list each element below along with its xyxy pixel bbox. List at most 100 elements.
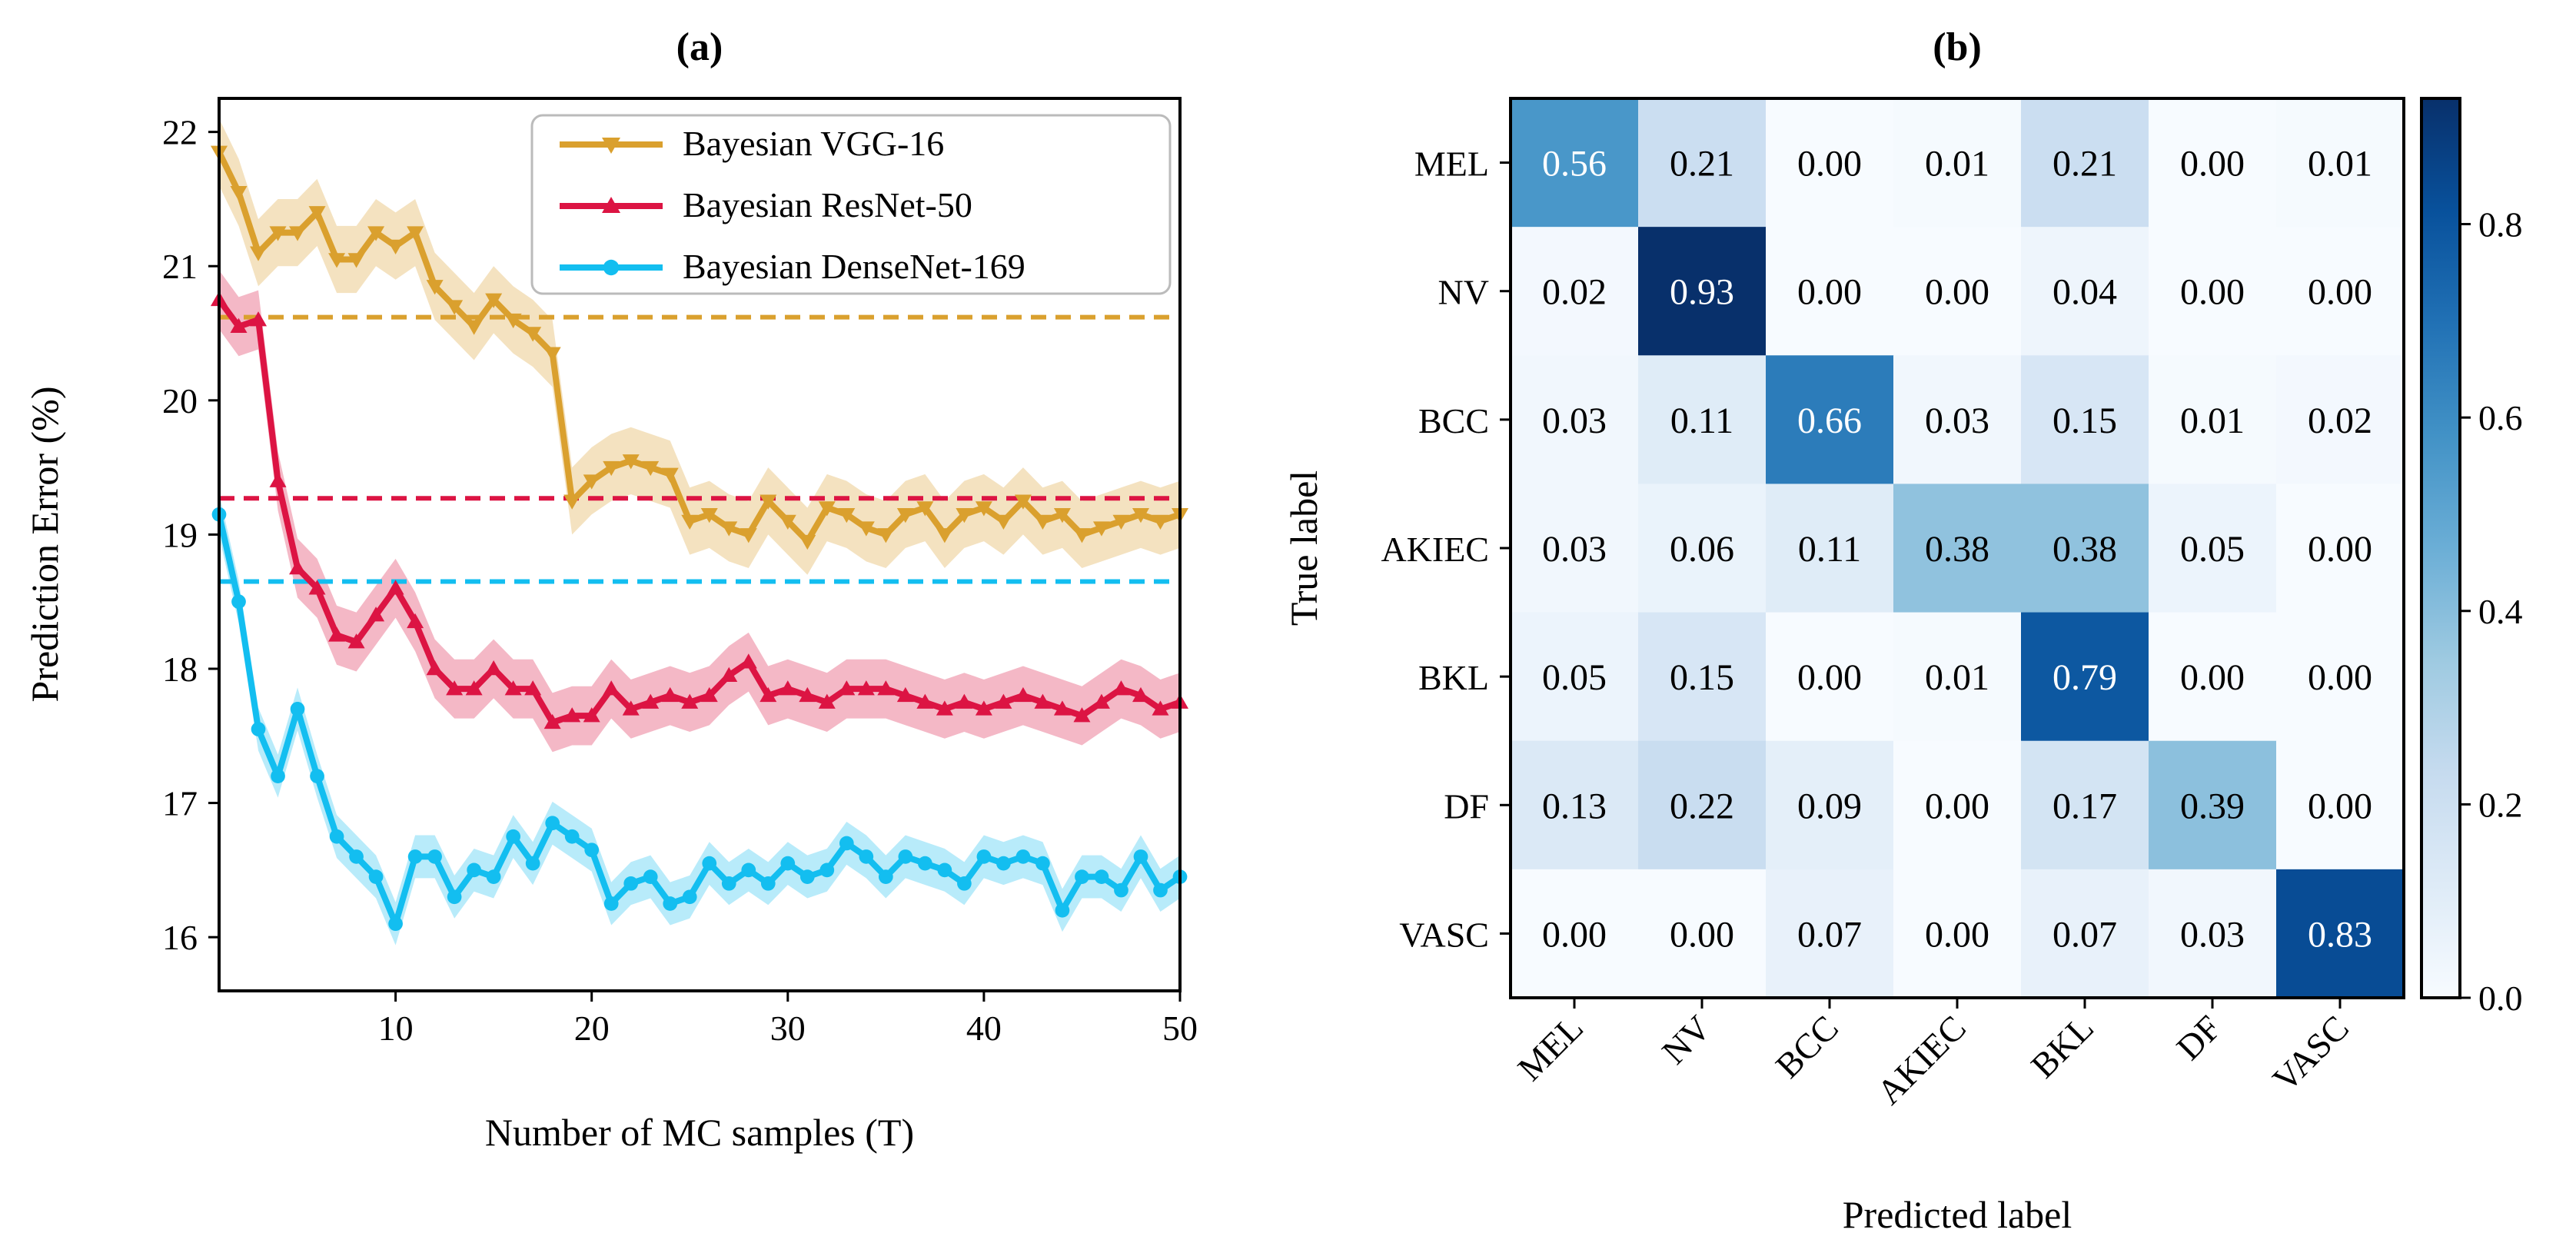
colorbar-tick-label: 0.6 <box>2478 398 2523 437</box>
matrix-cell-value: 0.00 <box>1797 144 1862 184</box>
point-vgg <box>936 528 953 543</box>
point-resnet <box>720 666 738 682</box>
y-tick-label: 21 <box>162 247 198 286</box>
matrix-cell <box>1893 484 2022 613</box>
point-resnet <box>622 700 640 716</box>
point-densenet <box>898 849 913 864</box>
point-resnet <box>347 633 365 649</box>
colorbar-tick-label: 0.4 <box>2478 592 2523 631</box>
column-labels: MEL NV BCC AKIEC BKL DF VASC <box>1510 998 2356 1112</box>
point-vgg <box>485 293 503 308</box>
matrix-cell-value: 0.02 <box>2308 400 2372 441</box>
matrix-cell-value: 0.00 <box>2180 144 2245 184</box>
matrix-cell <box>1638 227 1767 356</box>
point-resnet <box>995 693 1012 709</box>
matrix-cell-value: 0.79 <box>2052 657 2117 698</box>
row-label: NV <box>1438 273 1489 312</box>
matrix-cell-value: 0.07 <box>1797 914 1862 955</box>
matrix-cell <box>1893 740 2022 870</box>
point-densenet <box>1114 882 1128 898</box>
matrix-cell-value: 0.00 <box>2180 272 2245 313</box>
point-vgg <box>779 514 796 530</box>
point-resnet <box>857 680 875 696</box>
point-resnet <box>896 686 914 703</box>
point-vgg <box>857 521 875 537</box>
row-label: MEL <box>1414 145 1489 184</box>
point-densenet <box>1094 869 1109 884</box>
point-densenet <box>780 856 796 871</box>
matrix-cell <box>1766 740 1894 870</box>
point-vgg <box>603 460 620 477</box>
matrix-cell <box>2276 355 2405 484</box>
point-vgg <box>760 494 777 510</box>
matrix-cell-value: 0.15 <box>1670 657 1734 698</box>
point-resnet <box>936 700 953 716</box>
point-resnet <box>1014 686 1032 703</box>
point-densenet <box>447 889 462 905</box>
matrix-cell-value: 0.00 <box>1797 657 1862 698</box>
matrix-cell-value: 0.38 <box>2052 529 2117 570</box>
matrix-cell <box>2149 612 2277 742</box>
point-densenet <box>859 849 874 864</box>
matrix-cell-value: 0.01 <box>1925 657 1989 698</box>
point-densenet <box>231 594 246 610</box>
matrix-cell-value: 0.66 <box>1797 400 1862 441</box>
point-vgg <box>720 521 738 537</box>
point-resnet <box>642 693 660 709</box>
matrix-cell-value: 0.22 <box>1670 786 1734 826</box>
matrix-cell-value: 0.01 <box>2308 144 2372 184</box>
matrix-cell-value: 0.05 <box>1542 657 1607 698</box>
point-vgg <box>1152 514 1169 530</box>
point-densenet <box>388 916 403 932</box>
point-resnet <box>760 686 777 703</box>
panel-b-title: (b) <box>1933 25 1982 69</box>
legend-marker-densenet <box>603 259 620 276</box>
point-densenet <box>251 722 266 736</box>
x-tick-label: 30 <box>770 1009 806 1048</box>
point-vgg <box>269 226 287 241</box>
point-vgg <box>230 185 248 201</box>
matrix-cell <box>1766 355 1894 484</box>
point-densenet <box>1055 902 1070 918</box>
point-densenet <box>290 702 305 716</box>
point-resnet <box>1034 693 1052 709</box>
panel-a: (a) 10 20 30 40 50 16 17 18 19 20 21 22 Number of … <box>23 25 1198 1154</box>
point-densenet <box>486 869 501 884</box>
matrix-cell-value: 0.00 <box>1542 914 1607 955</box>
matrix-cell <box>1766 869 1894 999</box>
point-vgg <box>975 501 992 517</box>
point-vgg <box>622 454 640 470</box>
point-resnet <box>367 607 385 622</box>
point-vgg <box>583 474 600 490</box>
point-densenet <box>878 869 893 884</box>
matrix-cell-value: 0.09 <box>1797 786 1862 826</box>
series-markers <box>211 145 1188 932</box>
point-densenet <box>271 769 285 784</box>
legend-marker-vgg <box>602 138 620 154</box>
row-label: VASC <box>1399 915 1489 954</box>
y-tick-label: 17 <box>162 784 198 823</box>
point-densenet <box>349 849 364 864</box>
matrix-cell <box>1638 612 1767 742</box>
x-tick-label: 50 <box>1162 1009 1198 1048</box>
confusion-matrix: 0.56 0.21 0.00 0.01 0.21 0.00 0.01 0.02 0.93 0.00… <box>1511 98 2405 999</box>
matrix-cell-value: 0.00 <box>1797 272 1862 313</box>
y-axis-label: Prediction Error (%) <box>23 387 66 703</box>
point-densenet <box>682 889 697 905</box>
point-densenet <box>957 876 972 891</box>
matrix-cell-value: 0.03 <box>2180 914 2245 955</box>
point-vgg <box>896 507 914 523</box>
panel-a-title: (a) <box>676 25 723 69</box>
matrix-cell <box>2276 484 2405 613</box>
matrix-cell <box>1511 98 1639 228</box>
point-densenet <box>663 896 678 911</box>
point-densenet <box>996 856 1011 871</box>
col-label: AKIEC <box>1870 1008 1973 1112</box>
legend-marker-resnet <box>602 197 620 213</box>
point-densenet <box>839 836 854 851</box>
matrix-cell <box>1766 227 1894 356</box>
point-resnet <box>877 680 895 696</box>
point-resnet <box>1092 693 1110 709</box>
point-vgg <box>916 501 934 517</box>
point-resnet <box>504 680 522 696</box>
